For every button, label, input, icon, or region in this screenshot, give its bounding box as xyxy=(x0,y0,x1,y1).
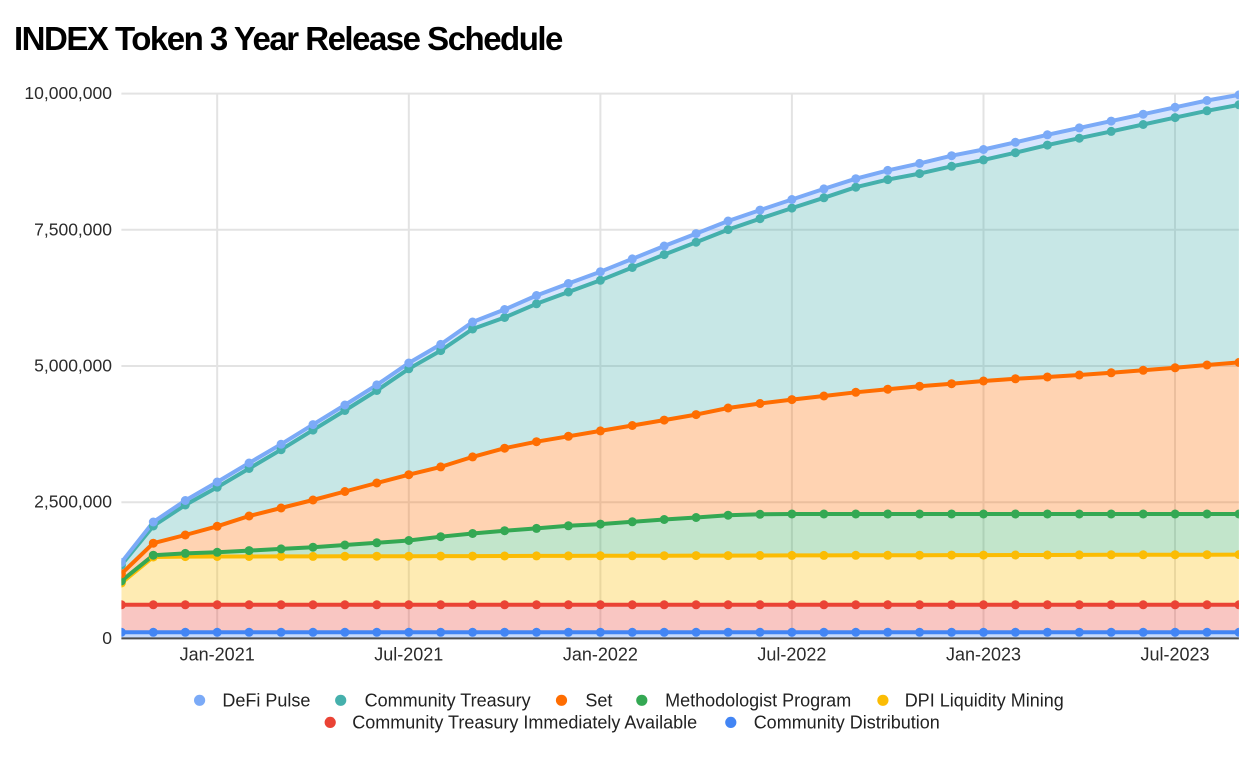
svg-text:10,000,000: 10,000,000 xyxy=(24,83,112,103)
svg-text:5,000,000: 5,000,000 xyxy=(34,356,112,376)
svg-text:Community Distribution: Community Distribution xyxy=(754,713,940,733)
svg-text:Jul-2022: Jul-2022 xyxy=(757,645,826,665)
svg-text:Jul-2023: Jul-2023 xyxy=(1140,645,1209,665)
svg-text:DeFi Pulse: DeFi Pulse xyxy=(222,691,310,711)
svg-text:0: 0 xyxy=(102,628,112,648)
svg-text:Set: Set xyxy=(585,691,612,711)
svg-text:2,500,000: 2,500,000 xyxy=(34,492,112,512)
svg-text:Community Treasury: Community Treasury xyxy=(365,691,531,711)
svg-text:Jan-2021: Jan-2021 xyxy=(180,645,255,665)
svg-text:Jan-2022: Jan-2022 xyxy=(563,645,638,665)
svg-text:Jul-2021: Jul-2021 xyxy=(374,645,443,665)
svg-text:INDEX Token 3 Year Release Sch: INDEX Token 3 Year Release Schedule xyxy=(14,20,563,57)
svg-text:Methodologist Program: Methodologist Program xyxy=(665,691,851,711)
svg-text:7,500,000: 7,500,000 xyxy=(34,219,112,239)
svg-text:DPI Liquidity Mining: DPI Liquidity Mining xyxy=(905,691,1064,711)
svg-text:Jan-2023: Jan-2023 xyxy=(946,645,1021,665)
svg-text:Community Treasury Immediately: Community Treasury Immediately Available xyxy=(352,713,697,733)
